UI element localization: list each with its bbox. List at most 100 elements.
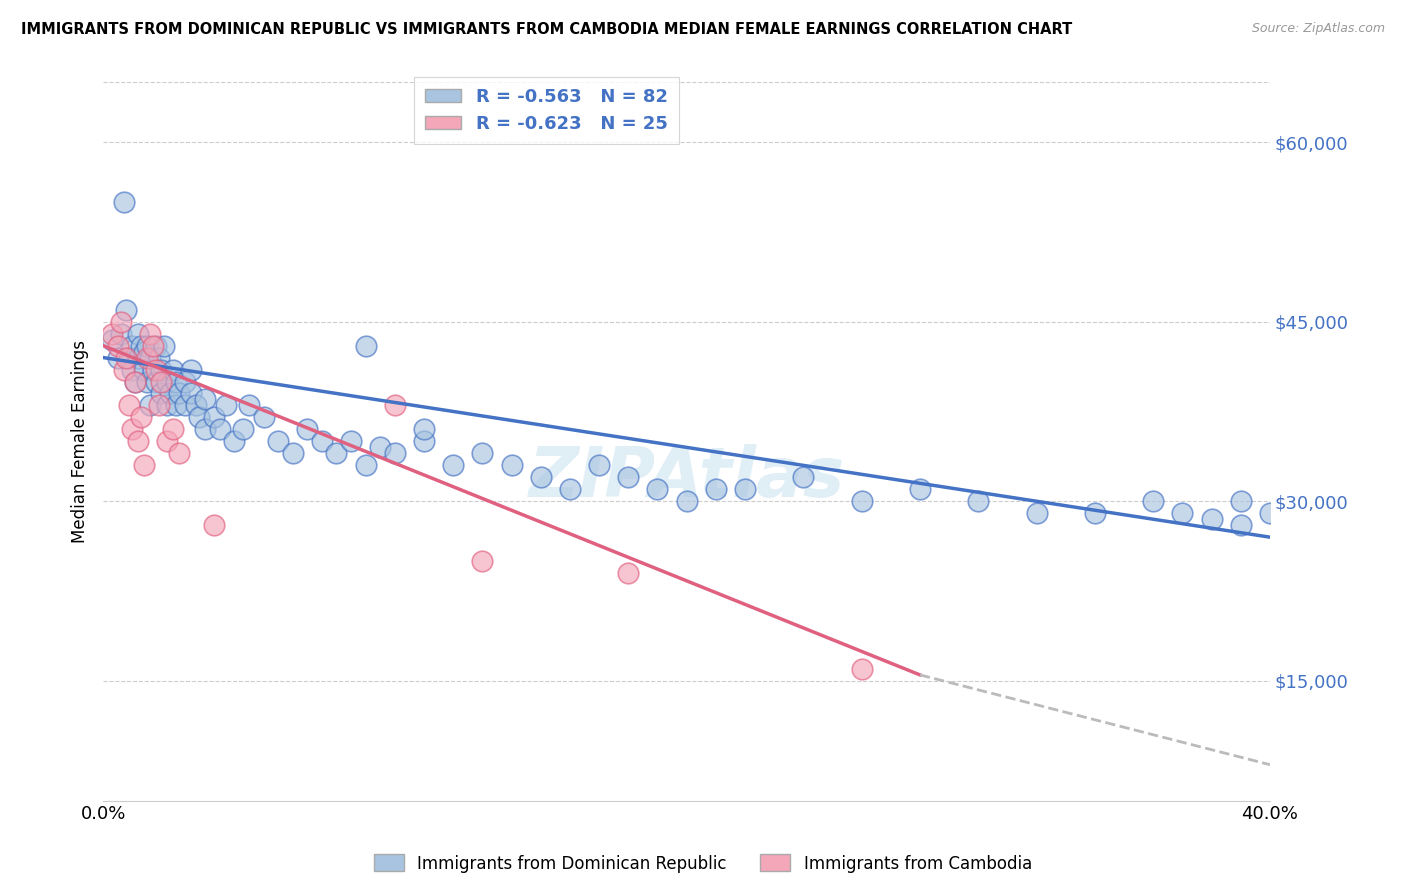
Point xyxy=(1142,494,1164,508)
Point xyxy=(162,362,184,376)
Point xyxy=(281,446,304,460)
Point xyxy=(132,344,155,359)
Point xyxy=(530,470,553,484)
Point xyxy=(413,422,436,436)
Point xyxy=(124,375,146,389)
Point xyxy=(115,302,138,317)
Point xyxy=(142,362,165,376)
Point xyxy=(173,375,195,389)
Point xyxy=(617,470,640,484)
Point xyxy=(617,566,640,580)
Point xyxy=(908,483,931,497)
Point xyxy=(1258,506,1281,520)
Point xyxy=(1201,512,1223,526)
Point xyxy=(118,399,141,413)
Point xyxy=(101,333,124,347)
Point xyxy=(1229,494,1251,508)
Point xyxy=(112,194,135,209)
Point xyxy=(139,399,162,413)
Point xyxy=(704,483,727,497)
Point xyxy=(297,422,319,436)
Point xyxy=(340,434,363,449)
Point xyxy=(142,338,165,352)
Point xyxy=(150,362,173,376)
Point xyxy=(214,399,236,413)
Point xyxy=(558,483,581,497)
Point xyxy=(501,458,523,473)
Point xyxy=(145,362,167,376)
Point xyxy=(107,351,129,365)
Point xyxy=(194,392,217,407)
Point xyxy=(471,446,494,460)
Point xyxy=(267,434,290,449)
Point xyxy=(238,399,260,413)
Point xyxy=(202,410,225,425)
Point xyxy=(354,458,377,473)
Point xyxy=(107,338,129,352)
Point xyxy=(188,410,211,425)
Point xyxy=(124,375,146,389)
Legend: Immigrants from Dominican Republic, Immigrants from Cambodia: Immigrants from Dominican Republic, Immi… xyxy=(367,847,1039,880)
Y-axis label: Median Female Earnings: Median Female Earnings xyxy=(72,340,89,543)
Point xyxy=(194,422,217,436)
Point xyxy=(135,375,157,389)
Point xyxy=(129,338,152,352)
Point xyxy=(156,399,179,413)
Point xyxy=(165,375,187,389)
Point xyxy=(1229,518,1251,533)
Point xyxy=(145,338,167,352)
Point xyxy=(967,494,990,508)
Point xyxy=(325,446,347,460)
Point xyxy=(588,458,610,473)
Point xyxy=(180,362,202,376)
Point xyxy=(132,458,155,473)
Point xyxy=(208,422,231,436)
Point xyxy=(851,662,873,676)
Point xyxy=(1025,506,1047,520)
Point xyxy=(115,351,138,365)
Point xyxy=(127,351,149,365)
Point xyxy=(675,494,697,508)
Text: IMMIGRANTS FROM DOMINICAN REPUBLIC VS IMMIGRANTS FROM CAMBODIA MEDIAN FEMALE EAR: IMMIGRANTS FROM DOMINICAN REPUBLIC VS IM… xyxy=(21,22,1073,37)
Point xyxy=(368,441,391,455)
Point xyxy=(167,446,190,460)
Point xyxy=(173,399,195,413)
Point xyxy=(150,386,173,401)
Legend: R = -0.563   N = 82, R = -0.623   N = 25: R = -0.563 N = 82, R = -0.623 N = 25 xyxy=(415,77,679,144)
Point xyxy=(139,326,162,341)
Point xyxy=(471,554,494,568)
Point xyxy=(186,399,208,413)
Point xyxy=(1084,506,1107,520)
Point xyxy=(224,434,246,449)
Text: ZIPAtlas: ZIPAtlas xyxy=(529,444,845,511)
Point xyxy=(734,483,756,497)
Point xyxy=(159,386,181,401)
Point xyxy=(148,351,170,365)
Point xyxy=(232,422,254,436)
Point xyxy=(252,410,274,425)
Point xyxy=(851,494,873,508)
Point xyxy=(112,362,135,376)
Point xyxy=(139,351,162,365)
Point xyxy=(202,518,225,533)
Point xyxy=(647,483,669,497)
Point xyxy=(110,315,132,329)
Point xyxy=(792,470,814,484)
Point xyxy=(1171,506,1194,520)
Point xyxy=(121,422,143,436)
Point xyxy=(148,399,170,413)
Text: Source: ZipAtlas.com: Source: ZipAtlas.com xyxy=(1251,22,1385,36)
Point xyxy=(441,458,464,473)
Point xyxy=(384,446,406,460)
Point xyxy=(121,362,143,376)
Point xyxy=(156,375,179,389)
Point xyxy=(110,326,132,341)
Point xyxy=(127,326,149,341)
Point xyxy=(101,326,124,341)
Point xyxy=(132,362,155,376)
Point xyxy=(135,338,157,352)
Point xyxy=(162,422,184,436)
Point xyxy=(311,434,333,449)
Point xyxy=(121,338,143,352)
Point xyxy=(153,338,176,352)
